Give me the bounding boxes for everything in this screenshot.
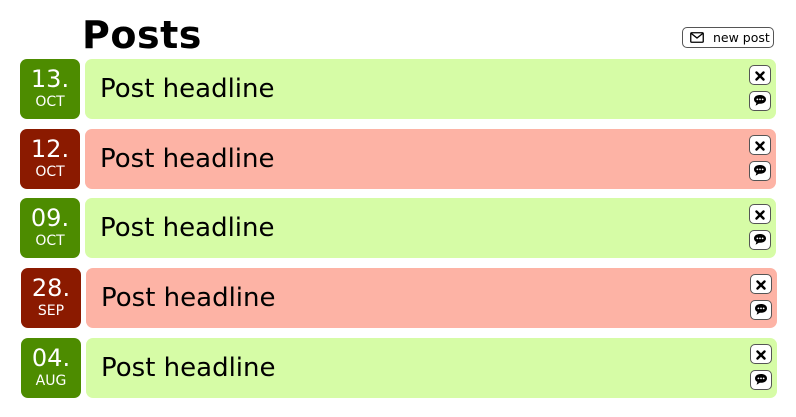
close-icon — [755, 136, 765, 155]
post-date-badge: 28. SEP — [21, 268, 81, 328]
post-card[interactable]: Post headline — [86, 268, 777, 328]
post-month: SEP — [37, 303, 65, 319]
post-date-badge: 12. OCT — [20, 129, 80, 189]
comment-icon — [754, 301, 768, 320]
new-post-button[interactable]: new post — [682, 27, 774, 48]
post-day: 12. — [30, 135, 70, 163]
comment-icon — [754, 371, 768, 390]
post-month: OCT — [35, 164, 65, 180]
delete-post-button[interactable] — [750, 274, 772, 294]
comment-icon — [753, 231, 767, 250]
new-post-label: new post — [713, 30, 770, 45]
post-date-badge: 09. OCT — [20, 198, 80, 258]
post-month: OCT — [35, 94, 65, 110]
post-day: 09. — [30, 204, 70, 232]
post-headline[interactable]: Post headline — [101, 353, 276, 383]
post-card[interactable]: Post headline — [85, 59, 776, 119]
post-day: 28. — [31, 274, 71, 302]
post-row: 13. OCT Post headline — [20, 59, 776, 119]
post-day: 04. — [31, 344, 71, 372]
post-headline[interactable]: Post headline — [100, 213, 275, 243]
close-icon — [755, 205, 765, 224]
post-card[interactable]: Post headline — [86, 338, 777, 398]
post-card[interactable]: Post headline — [85, 198, 776, 258]
comment-button[interactable] — [749, 161, 771, 181]
comment-button[interactable] — [750, 370, 772, 390]
post-card[interactable]: Post headline — [85, 129, 776, 189]
close-icon — [755, 66, 765, 85]
comment-button[interactable] — [749, 91, 771, 111]
envelope-icon — [690, 32, 704, 43]
comment-button[interactable] — [750, 300, 772, 320]
post-row: 12. OCT Post headline — [20, 129, 776, 189]
delete-post-button[interactable] — [749, 135, 771, 155]
close-icon — [756, 345, 766, 364]
post-headline[interactable]: Post headline — [100, 74, 275, 104]
comment-icon — [753, 162, 767, 181]
close-icon — [756, 275, 766, 294]
post-month: OCT — [35, 233, 65, 249]
comment-button[interactable] — [749, 230, 771, 250]
post-row: 28. SEP Post headline — [21, 268, 777, 328]
post-month: AUG — [35, 373, 67, 389]
post-headline[interactable]: Post headline — [101, 283, 276, 313]
comment-icon — [753, 92, 767, 111]
post-day: 13. — [30, 65, 70, 93]
post-row: 04. AUG Post headline — [21, 338, 777, 398]
post-headline[interactable]: Post headline — [100, 144, 275, 174]
page-title: Posts — [82, 13, 202, 57]
post-date-badge: 13. OCT — [20, 59, 80, 119]
post-row: 09. OCT Post headline — [20, 198, 776, 258]
delete-post-button[interactable] — [749, 65, 771, 85]
delete-post-button[interactable] — [750, 344, 772, 364]
post-date-badge: 04. AUG — [21, 338, 81, 398]
delete-post-button[interactable] — [749, 204, 771, 224]
